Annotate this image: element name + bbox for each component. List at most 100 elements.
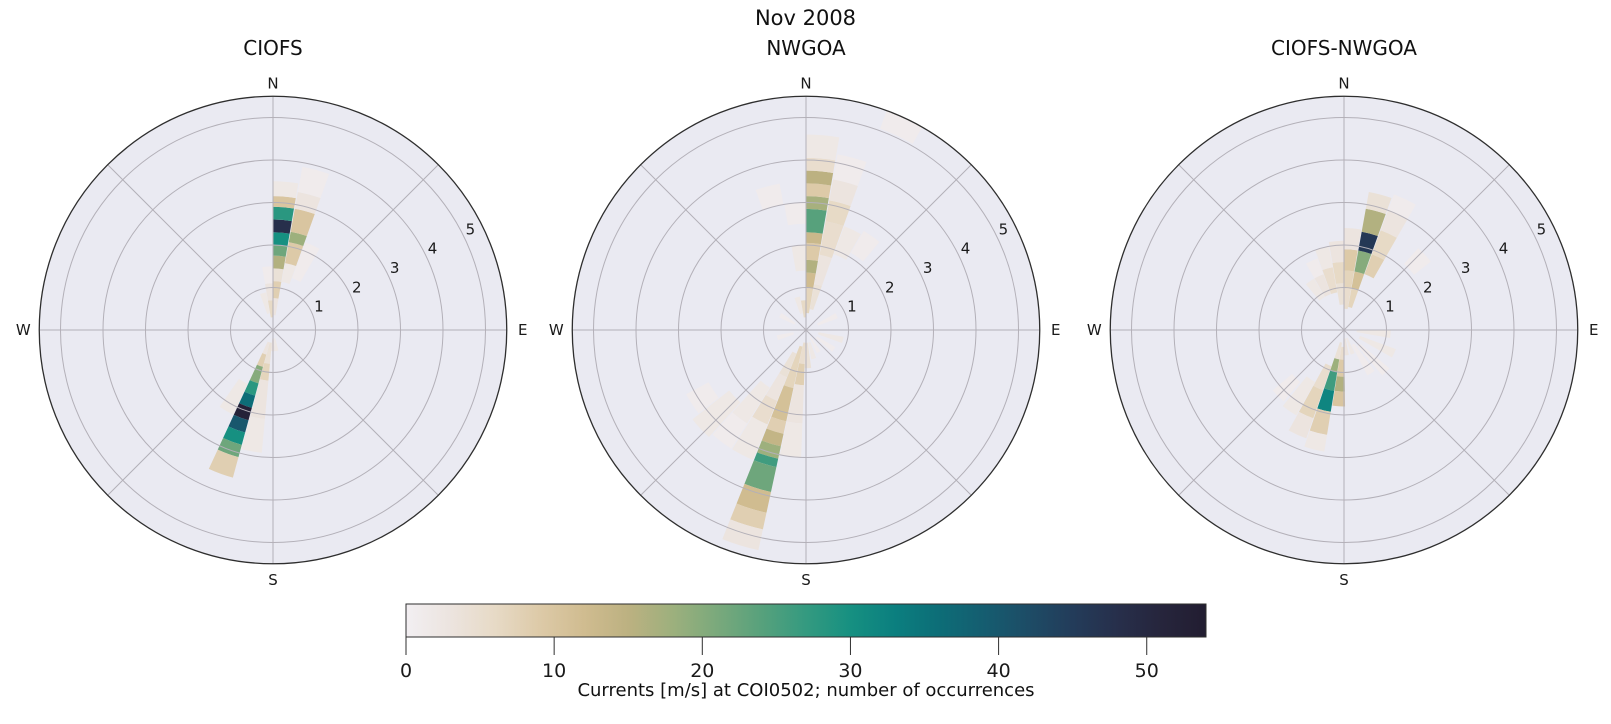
rose-sector	[766, 416, 787, 434]
rose-sector	[817, 313, 838, 326]
rose-sector	[1282, 376, 1315, 416]
rose-sector	[1344, 338, 1349, 356]
grid-spoke	[805, 329, 972, 496]
rose-sector	[771, 385, 794, 422]
rose-sector	[818, 332, 844, 343]
rose-sector	[1330, 358, 1340, 372]
rose-sector	[815, 336, 836, 352]
rose-sector	[241, 416, 265, 453]
colorbar-tick-label: 30	[838, 660, 862, 682]
rose-sector	[1346, 337, 1355, 355]
rose-sector	[783, 345, 803, 389]
rose-sector	[1324, 370, 1338, 391]
compass-label-e: E	[1051, 321, 1060, 339]
radial-tick-label: 4	[961, 240, 971, 258]
compass-label-n: N	[800, 74, 811, 92]
radial-tick-label: 1	[1385, 298, 1395, 316]
rose-sector	[1344, 287, 1352, 310]
rose-sector	[765, 373, 787, 401]
radial-tick-label: 5	[466, 220, 476, 238]
polar-rose-nwgoa: 1 2 3 4 5 N S W E	[549, 74, 1061, 589]
rose-sector	[273, 268, 284, 282]
rose-sector	[219, 378, 248, 415]
radial-tick-label: 4	[1499, 240, 1509, 258]
grid-spoke	[272, 329, 439, 496]
rose-sector	[228, 414, 249, 433]
rose-sector	[1332, 390, 1346, 407]
rose-sector	[808, 342, 817, 360]
rose-sector	[1315, 246, 1333, 271]
plot-title-ciofs-nwgoa: CIOFS-NWGOA	[1271, 36, 1417, 60]
rose-sector	[1354, 250, 1372, 275]
rose-sector	[809, 336, 821, 354]
rose-sector	[223, 426, 246, 445]
compass-label-w: W	[1087, 321, 1102, 339]
rose-sector	[755, 183, 784, 211]
rose-sector	[814, 254, 832, 287]
rose-sector	[1361, 208, 1386, 237]
compass-label-e: E	[1589, 321, 1598, 339]
rose-sector	[752, 395, 778, 425]
rose-sector	[806, 287, 814, 314]
grid-spoke	[272, 164, 439, 331]
rose-sector	[1309, 408, 1331, 435]
rose-sector	[806, 134, 840, 161]
radial-tick-label: 3	[923, 259, 933, 277]
rose-sector	[1348, 288, 1359, 309]
rose-sector	[1313, 363, 1332, 391]
rose-sector	[1334, 376, 1345, 392]
colorbar-tick-label: 20	[690, 660, 714, 682]
rose-sector	[1351, 343, 1375, 376]
rose-sector	[779, 313, 796, 325]
rose-sector	[262, 266, 273, 284]
rose-sector	[273, 196, 296, 209]
colorbar-tick-label: 10	[542, 660, 566, 682]
radial-tick-label: 1	[847, 298, 857, 316]
rose-sector	[281, 263, 297, 285]
rose-sector	[297, 166, 330, 199]
polar-rose-ciofs: 1 2 3 4 5 N S W E	[16, 74, 528, 589]
rose-sector	[794, 363, 805, 386]
rose-sector	[273, 232, 290, 247]
rose-sector	[833, 154, 867, 187]
rose-sector	[1305, 258, 1324, 279]
rose-sector	[722, 519, 763, 551]
rose-sector	[1380, 210, 1408, 238]
rose-sector	[273, 255, 286, 270]
rose-sector	[292, 242, 320, 283]
rose-sector	[1358, 231, 1378, 255]
grid-spoke	[1343, 329, 1510, 496]
rose-sector	[800, 300, 806, 318]
figure-suptitle: Nov 2008	[754, 6, 857, 30]
plot-spine	[38, 95, 508, 565]
colorbar-tick-label: 0	[400, 660, 412, 682]
rose-sector	[791, 245, 806, 272]
rose-sector	[732, 380, 770, 424]
plot-spine	[1109, 95, 1579, 565]
rose-sector	[806, 259, 818, 274]
rose-sector	[1364, 254, 1385, 279]
rose-sector	[744, 460, 777, 493]
radial-tick-label: 3	[1461, 259, 1471, 277]
rose-sector	[1334, 342, 1342, 360]
rose-sector	[262, 341, 270, 355]
rose-sector	[250, 379, 269, 419]
rose-sector	[288, 231, 307, 247]
rose-sector	[260, 292, 270, 315]
rose-sector	[273, 338, 279, 352]
rose-sector	[819, 221, 844, 259]
colorbar-label: Currents [m/s] at COI0502; number of occ…	[577, 680, 1035, 701]
rose-sector	[1332, 262, 1344, 284]
rose-sector	[779, 351, 797, 378]
rose-sector	[730, 503, 767, 530]
radial-tick-label: 3	[390, 259, 400, 277]
plot-spine	[571, 95, 1041, 565]
rose-sector	[273, 298, 279, 316]
rose-sector	[1344, 249, 1358, 272]
rose-sector	[273, 281, 282, 299]
rose-sector	[757, 440, 781, 459]
grid-spoke	[1343, 164, 1510, 331]
rose-sector	[1322, 267, 1338, 295]
rose-sector	[273, 181, 299, 199]
rose-sector	[1336, 283, 1344, 305]
